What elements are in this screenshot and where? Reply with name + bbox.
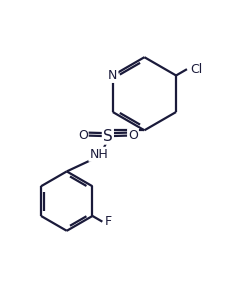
- Text: O: O: [128, 129, 138, 142]
- Text: N: N: [108, 69, 117, 82]
- Text: O: O: [78, 129, 88, 142]
- Text: F: F: [105, 215, 112, 228]
- Text: NH: NH: [89, 148, 108, 161]
- Text: Cl: Cl: [190, 63, 203, 76]
- Text: S: S: [103, 128, 113, 143]
